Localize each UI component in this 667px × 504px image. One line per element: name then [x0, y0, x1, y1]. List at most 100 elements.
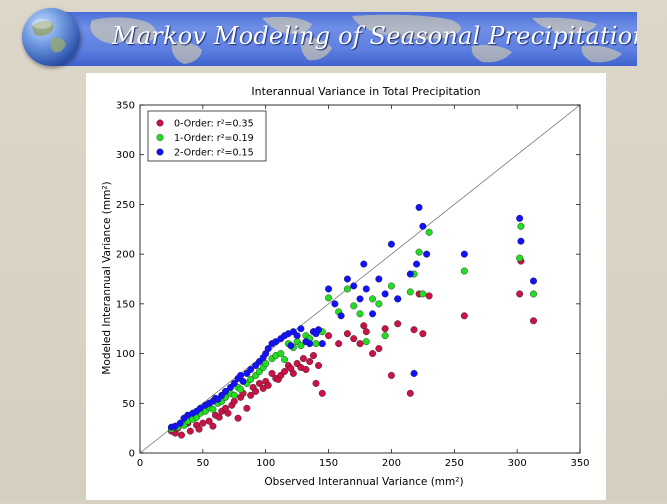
- data-point-series-0: [315, 362, 323, 370]
- data-point-series-0: [318, 389, 326, 397]
- title-banner: Markov Modeling of Seasonal Precipitatio…: [52, 12, 637, 66]
- chart-panel: Interannual Variance in Total Precipitat…: [86, 73, 606, 500]
- legend-label-series-1: 1-Order: r²=0.19: [174, 133, 254, 144]
- x-tick-label: 350: [570, 458, 589, 469]
- data-point-series-2: [176, 419, 184, 427]
- data-point-series-2: [394, 295, 402, 303]
- data-point-series-2: [239, 377, 247, 385]
- data-point-series-1: [209, 405, 217, 413]
- x-tick-label: 100: [256, 458, 275, 469]
- legend-marker-series-2: [156, 148, 164, 156]
- y-tick-label: 300: [116, 150, 135, 161]
- data-point-series-2: [325, 285, 333, 293]
- data-point-series-1: [343, 285, 351, 293]
- axes-frame: [139, 104, 581, 454]
- data-point-series-2: [343, 275, 351, 283]
- data-point-series-2: [247, 365, 255, 373]
- data-point-series-1: [325, 294, 333, 302]
- x-tick-label: 0: [137, 458, 143, 469]
- data-point-series-1: [350, 302, 358, 310]
- data-point-series-0: [234, 414, 242, 422]
- y-tick-label: 350: [116, 101, 135, 112]
- globe-continents: [32, 19, 66, 53]
- data-point-series-2: [315, 326, 323, 334]
- data-point-series-0: [299, 355, 307, 363]
- one-to-one-line: [139, 104, 581, 454]
- data-point-series-1: [230, 391, 238, 399]
- data-point-series-0: [224, 409, 232, 417]
- data-point-series-0: [394, 320, 402, 328]
- data-point-series-2: [360, 260, 368, 268]
- data-point-series-0: [302, 365, 310, 373]
- data-point-series-0: [387, 371, 395, 379]
- data-point-series-2: [293, 332, 301, 340]
- data-point-series-1: [312, 340, 320, 348]
- data-point-series-2: [517, 237, 525, 245]
- data-point-series-1: [387, 282, 395, 290]
- legend-box: [147, 110, 267, 162]
- data-point-series-0: [215, 413, 223, 421]
- x-tick-label: 200: [382, 458, 401, 469]
- data-point-series-0: [199, 419, 207, 427]
- data-point-series-2: [369, 310, 377, 318]
- data-point-series-2: [350, 282, 358, 290]
- data-point-series-0: [209, 422, 217, 430]
- data-point-series-0: [335, 340, 343, 348]
- data-point-series-0: [529, 317, 537, 325]
- data-point-series-0: [309, 352, 317, 360]
- data-point-series-2: [406, 270, 414, 278]
- data-point-series-1: [356, 310, 364, 318]
- y-tick-label: 250: [116, 200, 135, 211]
- data-point-series-2: [362, 285, 370, 293]
- data-point-series-2: [318, 340, 326, 348]
- data-point-series-0: [360, 322, 368, 330]
- data-point-series-0: [343, 330, 351, 338]
- plot-area: 0 50 100 150 200 250 300 350 0 50 100 150 200 250 300 3…: [116, 101, 590, 470]
- x-axis-label: Observed Interannual Variance (mm²): [264, 476, 463, 488]
- data-point-series-2: [237, 371, 245, 379]
- y-tick-label: 150: [116, 299, 135, 310]
- data-point-series-1: [281, 356, 289, 364]
- data-point-series-0: [186, 427, 194, 435]
- data-point-series-0: [205, 417, 213, 425]
- data-point-series-0: [289, 369, 297, 377]
- data-point-series-2: [264, 345, 272, 353]
- legend-marker-series-1: [156, 134, 164, 142]
- data-point-series-2: [387, 240, 395, 248]
- data-point-series-2: [331, 300, 339, 308]
- legend-label-series-0: 0-Order: r²=0.35: [174, 119, 254, 130]
- data-point-series-0: [375, 345, 383, 353]
- data-point-series-0: [252, 387, 260, 395]
- data-point-series-2: [297, 325, 305, 333]
- data-point-series-1: [262, 360, 270, 368]
- data-point-series-0: [195, 425, 203, 433]
- data-point-series-0: [406, 389, 414, 397]
- data-point-series-2: [410, 369, 418, 377]
- data-point-series-1: [375, 300, 383, 308]
- data-point-series-2: [337, 312, 345, 320]
- data-point-series-1: [415, 248, 423, 256]
- data-point-series-0: [281, 367, 289, 375]
- data-point-series-0: [243, 404, 251, 412]
- data-point-series-0: [247, 391, 255, 399]
- data-point-series-1: [237, 385, 245, 393]
- globe-icon: [22, 8, 80, 66]
- x-tick-label: 300: [508, 458, 527, 469]
- data-point-series-1: [460, 267, 468, 275]
- data-point-series-2: [460, 250, 468, 258]
- data-point-series-1: [425, 228, 433, 236]
- legend-marker-series-0: [156, 119, 164, 127]
- data-point-series-2: [375, 275, 383, 283]
- data-point-series-2: [516, 214, 524, 222]
- y-axis-label: Modeled Interannual Variance (mm²): [101, 181, 113, 374]
- data-point-series-0: [268, 369, 276, 377]
- data-point-series-1: [406, 288, 414, 296]
- data-point-series-0: [255, 379, 263, 387]
- chart-title: Interannual Variance in Total Precipitat…: [251, 85, 480, 98]
- data-point-series-0: [410, 326, 418, 334]
- y-tick-label: 50: [122, 399, 135, 410]
- data-point-series-2: [415, 203, 423, 211]
- data-point-series-1: [277, 350, 285, 358]
- data-point-series-2: [306, 340, 314, 348]
- legend-label-series-2: 2-Order: r²=0.15: [174, 148, 254, 159]
